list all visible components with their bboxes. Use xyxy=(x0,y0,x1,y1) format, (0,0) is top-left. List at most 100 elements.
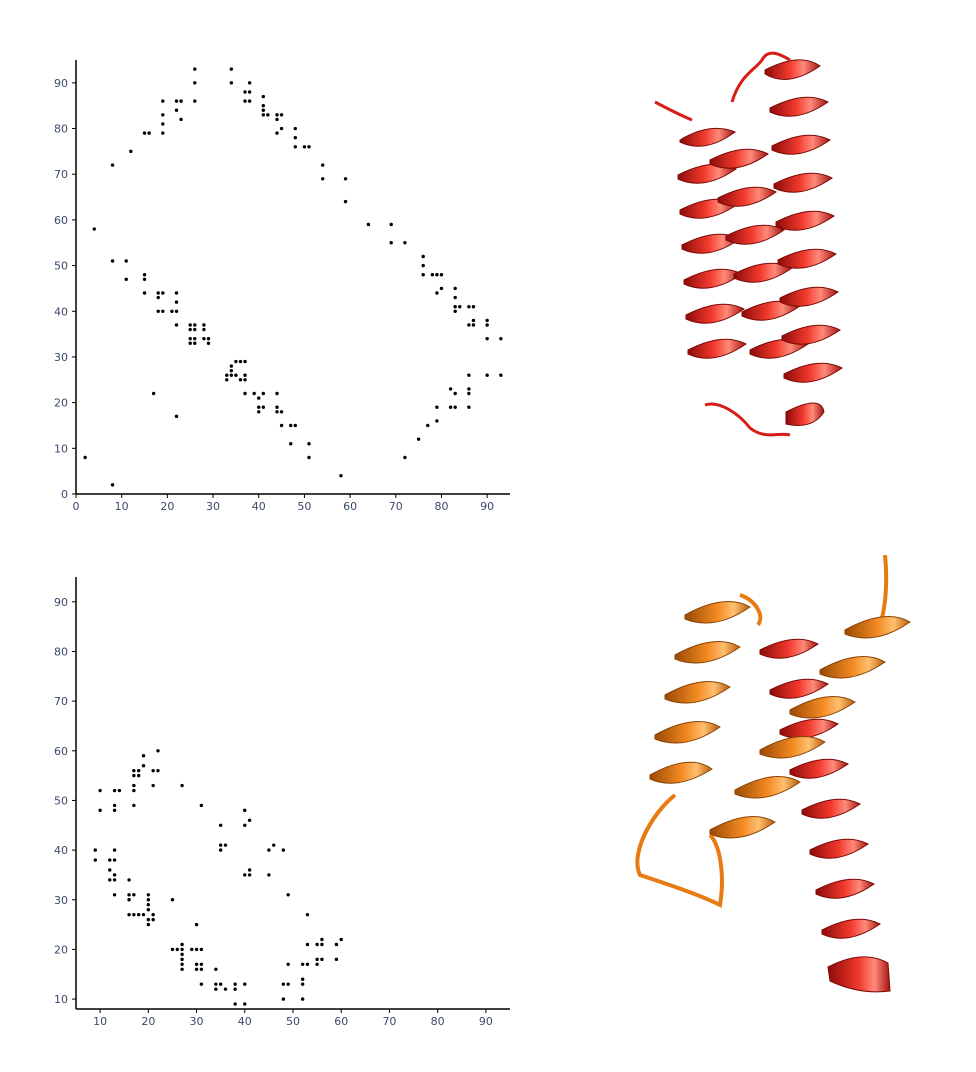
scatter-point xyxy=(243,391,247,396)
scatter-point xyxy=(435,291,439,295)
scatter-point xyxy=(289,442,293,446)
scatter-point xyxy=(141,763,146,768)
scatter-point xyxy=(247,818,252,823)
y-tick-label: 0 xyxy=(61,488,68,501)
scatter-point xyxy=(421,273,425,277)
scatter-point xyxy=(193,341,197,345)
scatter-point xyxy=(485,336,489,341)
x-tick-label: 30 xyxy=(190,1015,204,1028)
scatter-point xyxy=(233,987,237,991)
scatter-point xyxy=(170,898,175,902)
scatter-point xyxy=(261,108,266,112)
scatter-point xyxy=(193,336,197,341)
scatter-point xyxy=(199,982,204,986)
scatter-point xyxy=(293,135,297,140)
scatter-point xyxy=(243,808,247,813)
scatter-point xyxy=(403,455,407,460)
scatter-point xyxy=(286,982,290,986)
scatter-point xyxy=(136,773,141,778)
scatter-point xyxy=(281,997,286,1001)
scatter-point xyxy=(199,803,204,808)
scatter-point xyxy=(156,291,160,295)
scatter-point xyxy=(439,273,444,277)
scatter-point xyxy=(320,177,325,181)
scatter-point xyxy=(499,373,503,377)
scatter-point xyxy=(146,898,151,902)
y-tick-label: 80 xyxy=(54,123,68,136)
scatter-point xyxy=(146,893,151,897)
scatter-point xyxy=(112,893,117,897)
scatter-point xyxy=(247,99,252,103)
scatter-point xyxy=(193,323,197,327)
scatter-point xyxy=(307,455,311,460)
scatter-point xyxy=(229,81,234,85)
x-tick-label: 30 xyxy=(206,500,220,513)
scatter-point xyxy=(389,241,393,245)
scatter-point xyxy=(218,848,223,852)
scatter-point xyxy=(108,858,112,862)
protein-ribbon-icon xyxy=(635,555,911,993)
scatter-point xyxy=(132,788,136,793)
scatter-point xyxy=(136,768,141,773)
scatter-point xyxy=(142,291,147,295)
scatter-point xyxy=(127,878,131,882)
scatter-point xyxy=(275,405,279,409)
scatter-point xyxy=(261,391,266,396)
scatter-point xyxy=(214,982,218,986)
scatter-point xyxy=(279,126,284,131)
scatter-point xyxy=(112,848,117,852)
scatter-point xyxy=(188,327,192,332)
scatter-point xyxy=(146,917,151,922)
scatter-point xyxy=(435,405,439,409)
x-tick-label: 50 xyxy=(286,1015,300,1028)
y-tick-label: 70 xyxy=(54,695,68,708)
x-tick-label: 80 xyxy=(434,500,448,513)
contact-map-bottom: 10 20 30 40 50 60 70 80 90 10 20 30 40 50 60 70 80 90 xyxy=(54,577,510,1028)
scatter-point xyxy=(238,378,243,382)
scatter-point xyxy=(132,768,136,773)
scatter-point xyxy=(281,848,286,852)
scatter-point xyxy=(467,405,471,409)
scatter-point xyxy=(174,291,179,295)
scatter-point xyxy=(188,336,192,341)
scatter-point xyxy=(300,977,305,981)
scatter-point xyxy=(218,982,223,986)
scatter-point xyxy=(300,997,305,1001)
scatter-point xyxy=(202,323,206,327)
y-tick-label: 40 xyxy=(54,844,68,857)
scatter-point xyxy=(193,99,197,103)
scatter-point xyxy=(257,405,261,409)
scatter-point xyxy=(307,145,311,149)
scatter-point xyxy=(175,947,179,952)
scatter-point xyxy=(161,291,165,295)
scatter-point xyxy=(467,304,471,309)
scatter-point xyxy=(93,858,97,862)
scatter-point xyxy=(112,878,117,882)
scatter-point xyxy=(403,241,407,245)
scatter-point xyxy=(448,387,453,391)
scatter-point xyxy=(151,783,155,788)
scatter-point xyxy=(218,823,223,827)
scatter-point xyxy=(315,942,319,947)
scatter-point xyxy=(218,843,223,847)
scatter-point xyxy=(307,442,311,446)
y-tick-label: 20 xyxy=(54,397,68,410)
scatter-point xyxy=(194,922,199,927)
scatter-point xyxy=(190,947,194,952)
scatter-point xyxy=(366,222,371,227)
scatter-point xyxy=(243,873,247,877)
scatter-point xyxy=(124,259,128,263)
scatter-point xyxy=(320,937,324,942)
scatter-point xyxy=(174,414,179,419)
scatter-point xyxy=(243,359,247,364)
scatter-point xyxy=(193,327,197,332)
x-tick-label: 0 xyxy=(73,500,80,513)
scatter-point xyxy=(108,878,112,882)
scatter-point xyxy=(202,327,206,332)
scatter-point xyxy=(142,131,147,135)
scatter-point xyxy=(243,982,247,986)
scatter-point xyxy=(421,254,425,259)
scatter-point xyxy=(193,67,197,71)
scatter-point xyxy=(199,967,204,971)
scatter-point xyxy=(127,893,131,897)
